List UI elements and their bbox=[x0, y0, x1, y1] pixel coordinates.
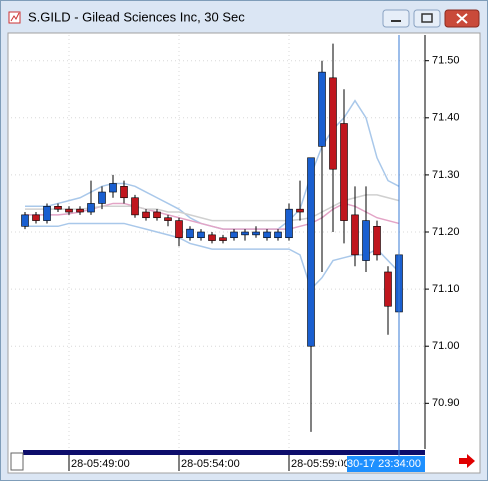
maximize-icon bbox=[421, 13, 433, 23]
candle-body bbox=[230, 231, 238, 239]
x-tick-label: 28-05:59:00 bbox=[291, 458, 350, 470]
candle-body bbox=[296, 208, 304, 213]
chart-panel bbox=[7, 32, 481, 474]
scroll-right-arrow[interactable] bbox=[459, 454, 475, 468]
y-tick-label: 71.10 bbox=[432, 283, 460, 295]
candle-body bbox=[208, 234, 216, 241]
candle-body bbox=[43, 206, 51, 221]
candle-body bbox=[340, 123, 348, 221]
candle-body bbox=[384, 271, 392, 307]
y-tick-label: 71.40 bbox=[432, 112, 460, 124]
x-tick-label: 28-05:54:00 bbox=[181, 458, 240, 470]
candle-body bbox=[329, 77, 337, 170]
y-tick-label: 71.50 bbox=[432, 55, 460, 67]
scroll-thumb[interactable] bbox=[10, 452, 24, 471]
y-tick-label: 71.00 bbox=[432, 340, 460, 352]
candle-body bbox=[76, 208, 84, 213]
x-tick-label: 28-05:49:00 bbox=[71, 458, 130, 470]
indicator-line bbox=[25, 222, 400, 291]
candle-body bbox=[109, 183, 117, 193]
candle-body bbox=[351, 214, 359, 256]
candle-body bbox=[307, 157, 315, 347]
candle-body bbox=[263, 231, 271, 239]
minimize-icon bbox=[391, 20, 401, 22]
y-tick-label: 70.90 bbox=[432, 397, 460, 409]
candle-body bbox=[87, 203, 95, 213]
candle-body bbox=[21, 214, 29, 227]
candle-body bbox=[98, 191, 106, 204]
cursor-label: 1-30-17 23:34:00 bbox=[337, 458, 421, 470]
window-title: S.GILD - Gilead Sciences Inc, 30 Sec bbox=[28, 9, 245, 24]
candle-body bbox=[274, 231, 282, 239]
candle-body bbox=[362, 220, 370, 261]
maximize-button[interactable] bbox=[413, 9, 441, 28]
y-tick-label: 71.30 bbox=[432, 169, 460, 181]
candle-body bbox=[175, 220, 183, 239]
candle-body bbox=[197, 231, 205, 239]
candle-body bbox=[285, 208, 293, 239]
candle-body bbox=[318, 71, 326, 147]
app-icon-graph bbox=[10, 12, 20, 22]
close-icon bbox=[456, 13, 468, 24]
candle-body bbox=[164, 217, 172, 221]
cursor-label-box bbox=[347, 456, 425, 472]
candle-body bbox=[131, 197, 139, 216]
candle-body bbox=[65, 208, 73, 213]
candle-body bbox=[219, 237, 227, 241]
candle-body bbox=[54, 206, 62, 210]
candle-body bbox=[142, 211, 150, 219]
minimize-button[interactable] bbox=[382, 9, 410, 28]
scroll-track[interactable] bbox=[23, 450, 425, 455]
candle-body bbox=[32, 214, 40, 221]
candle-body bbox=[252, 231, 260, 236]
candle-body bbox=[186, 228, 194, 239]
y-tick-label: 71.20 bbox=[432, 226, 460, 238]
candle-body bbox=[241, 231, 249, 236]
candle-body bbox=[153, 211, 161, 219]
candle-body bbox=[120, 186, 128, 199]
candle-body bbox=[373, 225, 381, 256]
